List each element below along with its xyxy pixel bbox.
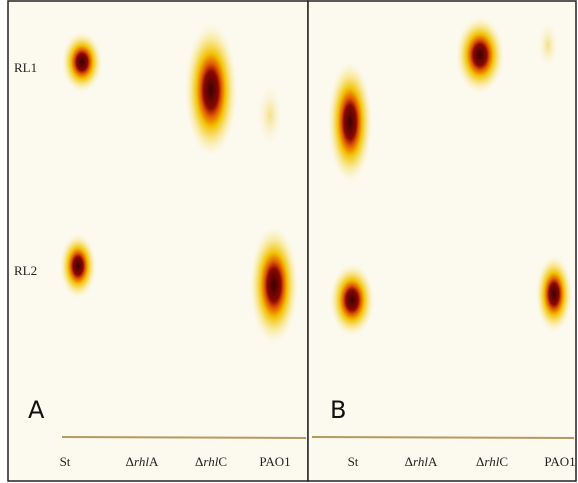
lane-label-part: Δ <box>476 454 484 469</box>
spot <box>456 17 504 93</box>
spot <box>330 264 374 336</box>
lane-label-part: St <box>348 454 359 469</box>
baseline <box>311 436 575 439</box>
panel-letter: B <box>330 396 346 424</box>
lane-label-part: PAO1 <box>259 454 290 469</box>
lane-label-part: Δ <box>195 454 203 469</box>
lane-label-part: A <box>428 454 438 469</box>
spot <box>62 32 102 92</box>
row-label: RL2 <box>14 263 37 278</box>
lane-label-part: PAO1 <box>544 454 575 469</box>
lane-label-part: Δ <box>405 454 413 469</box>
lane-label-part: Δ <box>126 454 134 469</box>
lane-label-part: rhl <box>413 454 428 469</box>
lane-label: St <box>348 454 359 469</box>
spot <box>538 23 558 67</box>
lane-label-part: C <box>218 454 227 469</box>
lane-label: ΔrhlA <box>405 454 438 469</box>
spots <box>60 17 572 343</box>
lane-label: St <box>60 454 71 469</box>
lane-label-part: St <box>60 454 71 469</box>
spot <box>185 24 237 156</box>
lane-label-part: rhl <box>484 454 499 469</box>
panel-a <box>7 0 309 482</box>
lane-label: ΔrhlA <box>126 454 159 469</box>
baseline <box>61 436 307 439</box>
lane-label: PAO1 <box>544 454 575 469</box>
lane-label-part: rhl <box>203 454 218 469</box>
lane-label: ΔrhlC <box>476 454 508 469</box>
lane-labels: St ΔrhlA ΔrhlC PAO1 St ΔrhlA ΔrhlC PAO1 <box>60 454 576 469</box>
spot <box>60 234 96 298</box>
row-label: RL1 <box>14 60 37 75</box>
spot <box>258 85 282 145</box>
lane-label-part: C <box>499 454 508 469</box>
lane-label: PAO1 <box>259 454 290 469</box>
spot <box>536 256 572 332</box>
spot <box>328 62 372 182</box>
spot <box>250 227 298 343</box>
lane-label-part: A <box>149 454 159 469</box>
lane-label: ΔrhlC <box>195 454 227 469</box>
lane-label-part: rhl <box>134 454 149 469</box>
panel-letter: A <box>28 396 45 424</box>
